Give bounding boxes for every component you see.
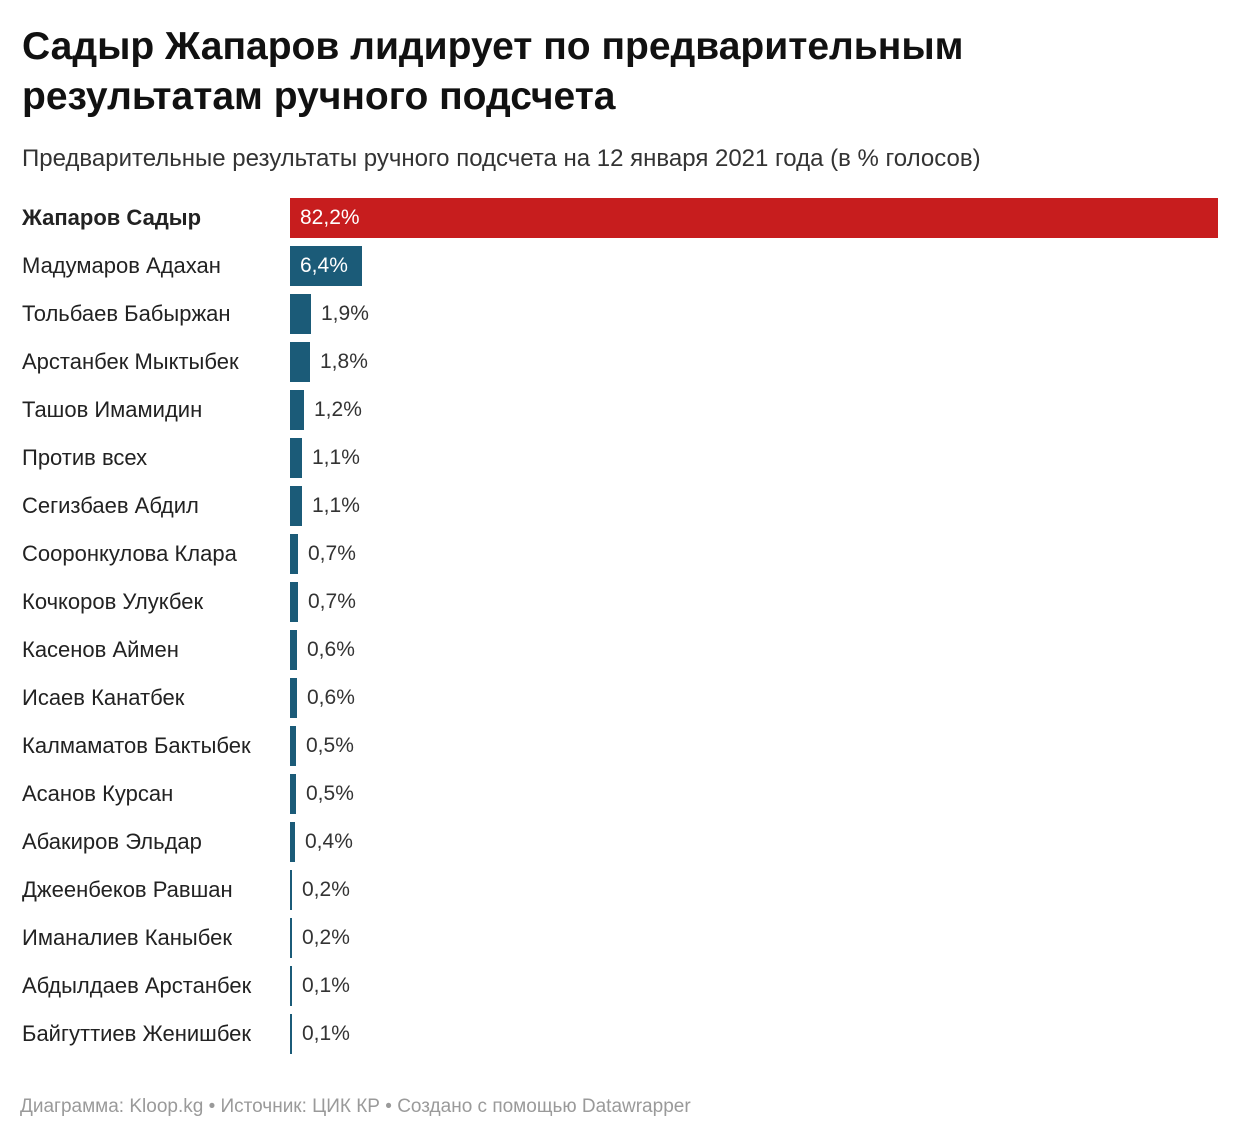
data-label: 1,8% bbox=[320, 350, 368, 373]
category-label: Арстанбек Мыктыбек bbox=[22, 349, 239, 374]
category-label: Мадумаров Адахан bbox=[22, 253, 221, 278]
data-label: 1,1% bbox=[312, 494, 360, 517]
bar-row: Абдылдаев Арстанбек 0,1% bbox=[0, 966, 1240, 1006]
data-label: 0,2% bbox=[302, 926, 350, 949]
bar bbox=[290, 678, 297, 718]
bar-row: Исаев Канатбек 0,6% bbox=[0, 678, 1240, 718]
data-label: 6,4% bbox=[300, 254, 348, 277]
data-label: 1,1% bbox=[312, 446, 360, 469]
data-label: 82,2% bbox=[300, 206, 360, 229]
data-label: 0,5% bbox=[306, 734, 354, 757]
category-label: Кочкоров Улукбек bbox=[22, 589, 204, 614]
category-label: Сегизбаев Абдил bbox=[22, 493, 199, 518]
bar bbox=[290, 582, 298, 622]
data-label: 0,2% bbox=[302, 878, 350, 901]
bar-row: Абакиров Эльдар 0,4% bbox=[0, 822, 1240, 862]
chart-footer: Диаграмма: Kloop.kg • Источник: ЦИК КР •… bbox=[20, 1096, 691, 1117]
data-label: 0,7% bbox=[308, 542, 356, 565]
bar bbox=[290, 966, 292, 1006]
data-label: 0,6% bbox=[307, 686, 355, 709]
category-label: Касенов Аймен bbox=[22, 637, 179, 662]
bar-row: Сооронкулова Клара 0,7% bbox=[0, 534, 1240, 574]
bar bbox=[290, 390, 304, 430]
bar-row: Касенов Аймен 0,6% bbox=[0, 630, 1240, 670]
bar bbox=[290, 630, 297, 670]
bar-row: Жапаров Садыр 82,2% bbox=[0, 198, 1240, 238]
category-label: Калмаматов Бактыбек bbox=[22, 733, 251, 758]
data-label: 0,1% bbox=[302, 974, 350, 997]
bar-row: Кочкоров Улукбек 0,7% bbox=[0, 582, 1240, 622]
category-label: Исаев Канатбек bbox=[22, 685, 185, 710]
category-label: Сооронкулова Клара bbox=[22, 541, 237, 566]
bar bbox=[290, 438, 302, 478]
category-label: Джеенбеков Равшан bbox=[22, 877, 233, 902]
bar-row: Асанов Курсан 0,5% bbox=[0, 774, 1240, 814]
bar bbox=[290, 294, 311, 334]
data-label: 0,6% bbox=[307, 638, 355, 661]
category-label: Байгуттиев Женишбек bbox=[22, 1021, 252, 1046]
bar-row: Иманалиев Каныбек 0,2% bbox=[0, 918, 1240, 958]
chart-subtitle: Предварительные результаты ручного подсч… bbox=[22, 145, 981, 172]
bar-row: Калмаматов Бактыбек 0,5% bbox=[0, 726, 1240, 766]
category-label: Тольбаев Бабыржан bbox=[22, 301, 231, 326]
bar bbox=[290, 726, 296, 766]
bar bbox=[290, 246, 362, 286]
category-label: Абакиров Эльдар bbox=[22, 829, 202, 854]
category-label: Иманалиев Каныбек bbox=[22, 925, 232, 950]
bar bbox=[290, 822, 295, 862]
bar bbox=[290, 486, 302, 526]
bar-row: Джеенбеков Равшан 0,2% bbox=[0, 870, 1240, 910]
bar-row: Байгуттиев Женишбек 0,1% bbox=[0, 1014, 1240, 1054]
category-label: Жапаров Садыр bbox=[22, 205, 202, 230]
category-label: Асанов Курсан bbox=[22, 781, 174, 806]
bar bbox=[290, 198, 1218, 238]
data-label: 0,5% bbox=[306, 782, 354, 805]
data-label: 0,4% bbox=[305, 830, 353, 853]
bar-row: Ташов Имамидин 1,2% bbox=[0, 390, 1240, 430]
bar bbox=[290, 1014, 292, 1054]
bar bbox=[290, 870, 292, 910]
bar-row: Против всех 1,1% bbox=[0, 438, 1240, 478]
data-label: 0,1% bbox=[302, 1022, 350, 1045]
category-label: Против всех bbox=[22, 445, 148, 470]
data-label: 0,7% bbox=[308, 590, 356, 613]
bar bbox=[290, 774, 296, 814]
bar-row: Арстанбек Мыктыбек 1,8% bbox=[0, 342, 1240, 382]
bar-row: Мадумаров Адахан 6,4% bbox=[0, 246, 1240, 286]
category-label: Абдылдаев Арстанбек bbox=[22, 973, 252, 998]
data-label: 1,2% bbox=[314, 398, 362, 421]
bar-row: Тольбаев Бабыржан 1,9% bbox=[0, 294, 1240, 334]
bar bbox=[290, 342, 310, 382]
bar bbox=[290, 534, 298, 574]
bar bbox=[290, 918, 292, 958]
bar-chart: Жапаров Садыр 82,2% Мадумаров Адахан 6,4% То… bbox=[0, 198, 1240, 1058]
chart-title: Садыр Жапаров лидирует по предварительны… bbox=[22, 25, 964, 118]
data-label: 1,9% bbox=[321, 302, 369, 325]
bar-row: Сегизбаев Абдил 1,1% bbox=[0, 486, 1240, 526]
category-label: Ташов Имамидин bbox=[22, 397, 203, 422]
